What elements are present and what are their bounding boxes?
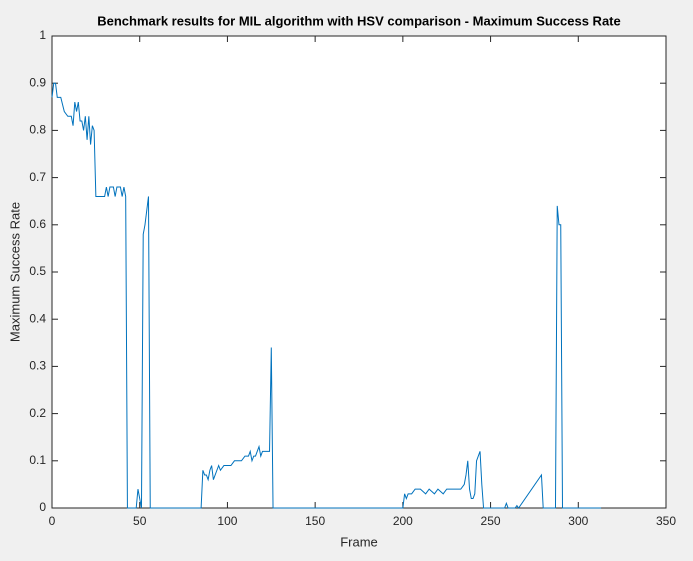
x-tick-label: 250 [481, 514, 501, 528]
plot-area [51, 35, 667, 509]
y-tick-label: 0.1 [29, 453, 46, 467]
x-tick-label: 200 [393, 514, 413, 528]
chart-title: Benchmark results for MIL algorithm with… [97, 13, 621, 28]
y-tick-label: 0.3 [29, 359, 46, 373]
y-tick-label: 0.9 [29, 75, 46, 89]
y-tick-label: 0.6 [29, 217, 46, 231]
y-axis-label: Maximum Success Rate [7, 202, 22, 342]
data-line [51, 82, 602, 509]
y-tick-label: 0.5 [29, 264, 46, 278]
x-axis-label: Frame [340, 534, 378, 549]
x-tick-label: 350 [656, 514, 676, 528]
x-tick-label: 100 [217, 514, 237, 528]
x-tick-label: 300 [568, 514, 588, 528]
y-tick-label: 0.7 [29, 170, 46, 184]
y-tick-label: 0.8 [29, 123, 46, 137]
x-tick-label: 0 [49, 514, 56, 528]
y-tick-label: 1 [39, 28, 46, 42]
x-tick-label: 150 [305, 514, 325, 528]
y-tick-label: 0 [39, 500, 46, 514]
y-tick-label: 0.2 [29, 406, 46, 420]
x-tick-label: 50 [133, 514, 147, 528]
y-tick-label: 0.4 [29, 311, 46, 325]
